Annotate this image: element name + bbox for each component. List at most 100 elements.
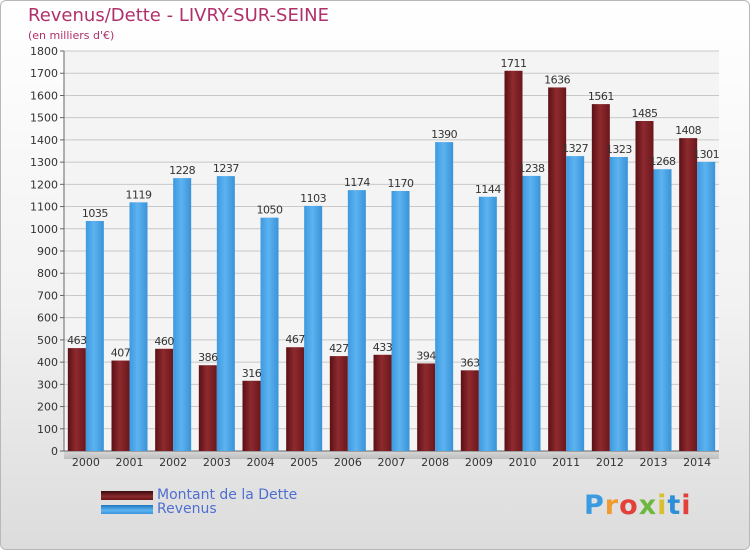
- revenus-bar: [304, 205, 323, 451]
- revenus-value-label: 1144: [475, 183, 501, 196]
- y-tick-label: 100: [37, 423, 58, 436]
- x-tick-label: 2002: [159, 456, 187, 469]
- dette-bar: [155, 348, 174, 451]
- revenus-bar: [216, 176, 235, 451]
- chart-subtitle: (en milliers d'€): [28, 29, 115, 42]
- y-tick-label: 1500: [30, 112, 58, 125]
- x-tick-label: 2001: [116, 456, 144, 469]
- revenus-value-label: 1103: [300, 192, 326, 205]
- revenus-value-label: 1238: [519, 162, 545, 175]
- dette-value-label: 363: [460, 356, 480, 369]
- revenus-value-label: 1174: [344, 176, 370, 189]
- x-tick-label: 2000: [72, 456, 100, 469]
- revenus-value-label: 1050: [257, 204, 283, 217]
- revenus-bar: [173, 178, 192, 451]
- revenus-bar: [129, 202, 148, 451]
- dette-bar: [198, 365, 217, 451]
- y-tick-label: 1700: [30, 67, 58, 80]
- x-tick-label: 2012: [596, 456, 624, 469]
- legend-label-revenus: Revenus: [157, 501, 217, 517]
- revenus-value-label: 1268: [650, 155, 676, 168]
- x-tick-label: 2013: [640, 456, 668, 469]
- dette-value-label: 316: [242, 367, 262, 380]
- revenus-bar: [435, 142, 454, 451]
- revenus-value-label: 1228: [169, 164, 195, 177]
- revenus-value-label: 1327: [562, 142, 588, 155]
- logo-letter: x: [638, 490, 658, 521]
- y-tick-label: 200: [37, 401, 58, 414]
- revenus-value-label: 1119: [126, 188, 152, 201]
- y-tick-label: 300: [37, 378, 58, 391]
- dette-bar: [242, 380, 261, 451]
- dette-bar: [67, 348, 86, 451]
- x-tick-label: 2007: [378, 456, 406, 469]
- dette-bar: [329, 356, 348, 451]
- revenus-value-label: 1035: [82, 207, 108, 220]
- y-tick-label: 600: [37, 312, 58, 325]
- dette-bar: [591, 104, 610, 451]
- dette-value-label: 407: [111, 347, 131, 360]
- y-tick-label: 1400: [30, 134, 58, 147]
- revenus-bar: [478, 196, 497, 451]
- revenus-bar: [391, 191, 410, 451]
- y-tick-label: 700: [37, 289, 58, 302]
- revenus-value-label: 1301: [693, 148, 719, 161]
- y-tick-label: 0: [51, 445, 58, 458]
- dette-value-label: 1561: [588, 90, 614, 103]
- revenus-value-label: 1390: [431, 128, 457, 141]
- dette-bar: [417, 363, 436, 451]
- legend-label-dette: Montant de la Dette: [157, 487, 298, 503]
- y-tick-label: 1100: [30, 201, 58, 214]
- dette-value-label: 433: [373, 341, 393, 354]
- revenus-bar: [260, 217, 279, 451]
- legend-swatch-dette: [101, 490, 153, 500]
- dette-value-label: 1711: [501, 57, 527, 70]
- y-tick-label: 1300: [30, 156, 58, 169]
- y-tick-label: 1600: [30, 89, 58, 102]
- dette-value-label: 463: [67, 334, 87, 347]
- dette-bar: [548, 87, 567, 451]
- logo-letter: i: [681, 490, 692, 521]
- dette-bar: [111, 360, 130, 451]
- logo-letter: P: [584, 490, 605, 521]
- y-tick-label: 1200: [30, 178, 58, 191]
- y-tick-label: 800: [37, 267, 58, 280]
- x-tick-label: 2006: [334, 456, 362, 469]
- y-tick-label: 400: [37, 356, 58, 369]
- y-tick-label: 900: [37, 245, 58, 258]
- x-tick-label: 2011: [552, 456, 580, 469]
- dette-bar: [460, 370, 479, 451]
- dette-value-label: 467: [285, 333, 305, 346]
- dette-bar: [635, 121, 654, 451]
- dette-bar: [286, 347, 305, 451]
- revenus-bar: [697, 161, 716, 451]
- x-tick-label: 2003: [203, 456, 231, 469]
- x-tick-label: 2005: [290, 456, 318, 469]
- dette-bar: [679, 138, 698, 451]
- revenus-value-label: 1237: [213, 162, 239, 175]
- logo-letter: r: [604, 490, 620, 521]
- logo-letter: o: [619, 490, 639, 521]
- legend-swatch-revenus: [101, 504, 153, 514]
- revenus-value-label: 1170: [388, 177, 414, 190]
- chart-title: Revenus/Dette - LIVRY-SUR-SEINE: [28, 5, 329, 26]
- x-tick-label: 2009: [465, 456, 493, 469]
- y-tick-label: 500: [37, 334, 58, 347]
- revenus-bar: [566, 156, 585, 451]
- dette-value-label: 1485: [632, 107, 658, 120]
- y-tick-label: 1800: [30, 45, 58, 58]
- dette-value-label: 394: [416, 349, 436, 362]
- x-tick-label: 2014: [683, 456, 711, 469]
- x-tick-label: 2004: [247, 456, 275, 469]
- legend-item-revenus: Revenus: [101, 501, 217, 517]
- x-tick-label: 2010: [509, 456, 537, 469]
- dette-value-label: 1636: [544, 73, 570, 86]
- revenus-bar: [85, 221, 104, 451]
- logo-letter: t: [667, 490, 682, 521]
- revenus-bar: [522, 175, 541, 451]
- logo-letter: i: [657, 490, 668, 521]
- dette-value-label: 460: [154, 335, 174, 348]
- revenus-bar: [609, 157, 628, 451]
- revenus-bar: [653, 169, 672, 451]
